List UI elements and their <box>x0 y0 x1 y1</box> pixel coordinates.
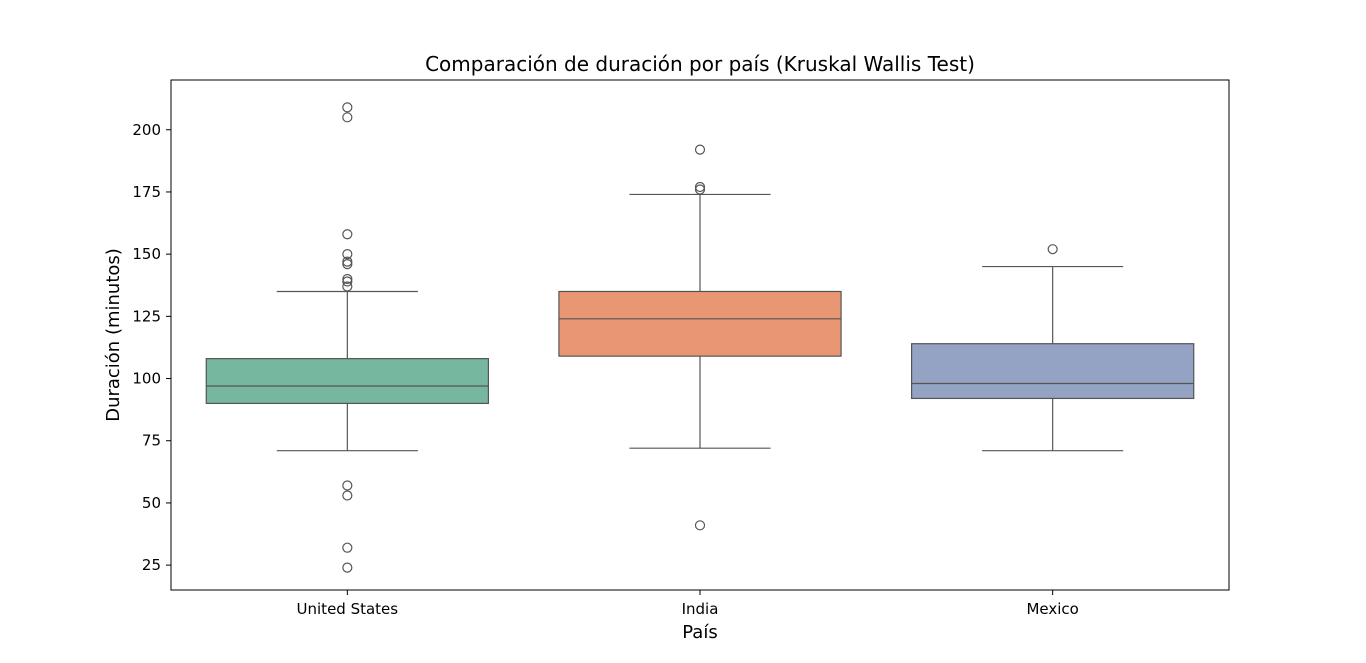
outlier-point <box>342 480 353 491</box>
y-tick-label: 200 <box>132 121 161 139</box>
outlier-point <box>1047 244 1058 255</box>
y-tick-label: 150 <box>132 245 161 263</box>
y-tick-label: 125 <box>132 307 161 325</box>
y-tick-label: 175 <box>132 183 161 201</box>
box-group-mexico <box>910 244 1195 452</box>
y-tick-label: 100 <box>132 370 161 388</box>
box-group-india <box>558 144 842 531</box>
outlier-point <box>694 144 706 155</box>
outlier-point <box>342 249 353 260</box>
outlier-point <box>694 184 706 195</box>
chart-title: Comparación de duración por país (Kruska… <box>425 52 975 76</box>
y-axis-label: Duración (minutos) <box>103 248 124 422</box>
x-tick-label: United States <box>297 600 399 618</box>
outlier-point <box>342 258 353 270</box>
outlier-point <box>694 181 706 193</box>
x-axis: United States India Mexico <box>297 590 1079 618</box>
y-axis: 25 50 75 100 125 150 175 200 <box>132 121 171 574</box>
outlier-point <box>342 276 353 287</box>
outlier-point <box>342 102 353 113</box>
outlier-point <box>342 490 353 501</box>
box-group-united-states <box>205 102 489 573</box>
y-tick-label: 25 <box>142 556 161 574</box>
outlier-point <box>342 256 353 267</box>
box-iqr <box>558 290 842 357</box>
box-iqr <box>910 343 1195 400</box>
box-iqr <box>205 358 489 405</box>
x-tick-label: Mexico <box>1026 600 1078 618</box>
outlier-point <box>342 281 353 292</box>
outlier-point <box>342 112 353 123</box>
y-tick-label: 50 <box>142 494 161 512</box>
outlier-point <box>342 273 353 285</box>
plot-area <box>205 102 1195 573</box>
outlier-point <box>342 542 353 553</box>
y-tick-label: 75 <box>142 432 161 450</box>
x-axis-label: País <box>682 622 717 643</box>
x-tick-label: India <box>682 600 719 618</box>
outlier-point <box>694 520 706 531</box>
outlier-point <box>342 229 353 240</box>
outlier-point <box>342 562 353 573</box>
